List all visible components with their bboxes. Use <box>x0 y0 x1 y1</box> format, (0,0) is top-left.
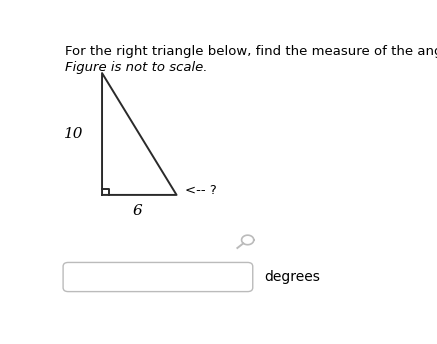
Text: 10: 10 <box>63 127 83 141</box>
Text: Figure is not to scale.: Figure is not to scale. <box>65 61 207 74</box>
Text: For the right triangle below, find the measure of the angle.: For the right triangle below, find the m… <box>65 45 437 58</box>
Text: degrees: degrees <box>265 270 320 284</box>
Text: 6: 6 <box>133 204 142 218</box>
Text: <-- ?: <-- ? <box>185 184 217 197</box>
FancyBboxPatch shape <box>63 262 253 292</box>
